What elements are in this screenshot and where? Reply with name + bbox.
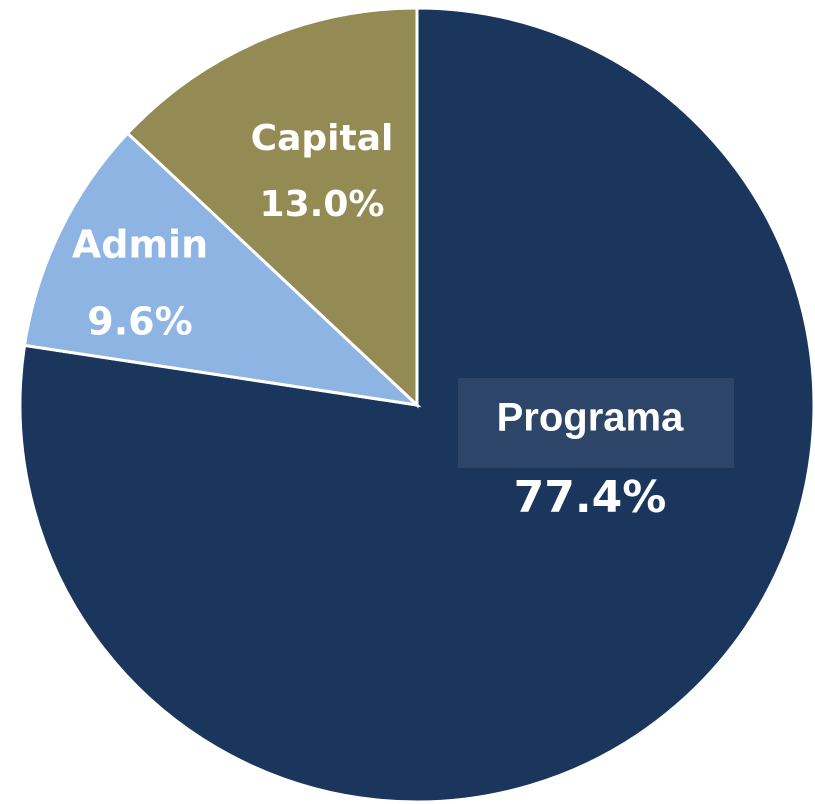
pie-slice xyxy=(22,131,422,408)
slice-value-label: 13.0% xyxy=(260,184,385,225)
slice-label: Capital xyxy=(251,118,394,159)
slice-label: Programa xyxy=(497,396,684,440)
label-backdrop xyxy=(458,378,734,468)
slice-value-label: 77.4% xyxy=(514,472,667,523)
slice-label: Admin xyxy=(72,223,208,267)
pie-slice xyxy=(125,6,419,409)
slice-value-label: 9.6% xyxy=(87,300,192,344)
